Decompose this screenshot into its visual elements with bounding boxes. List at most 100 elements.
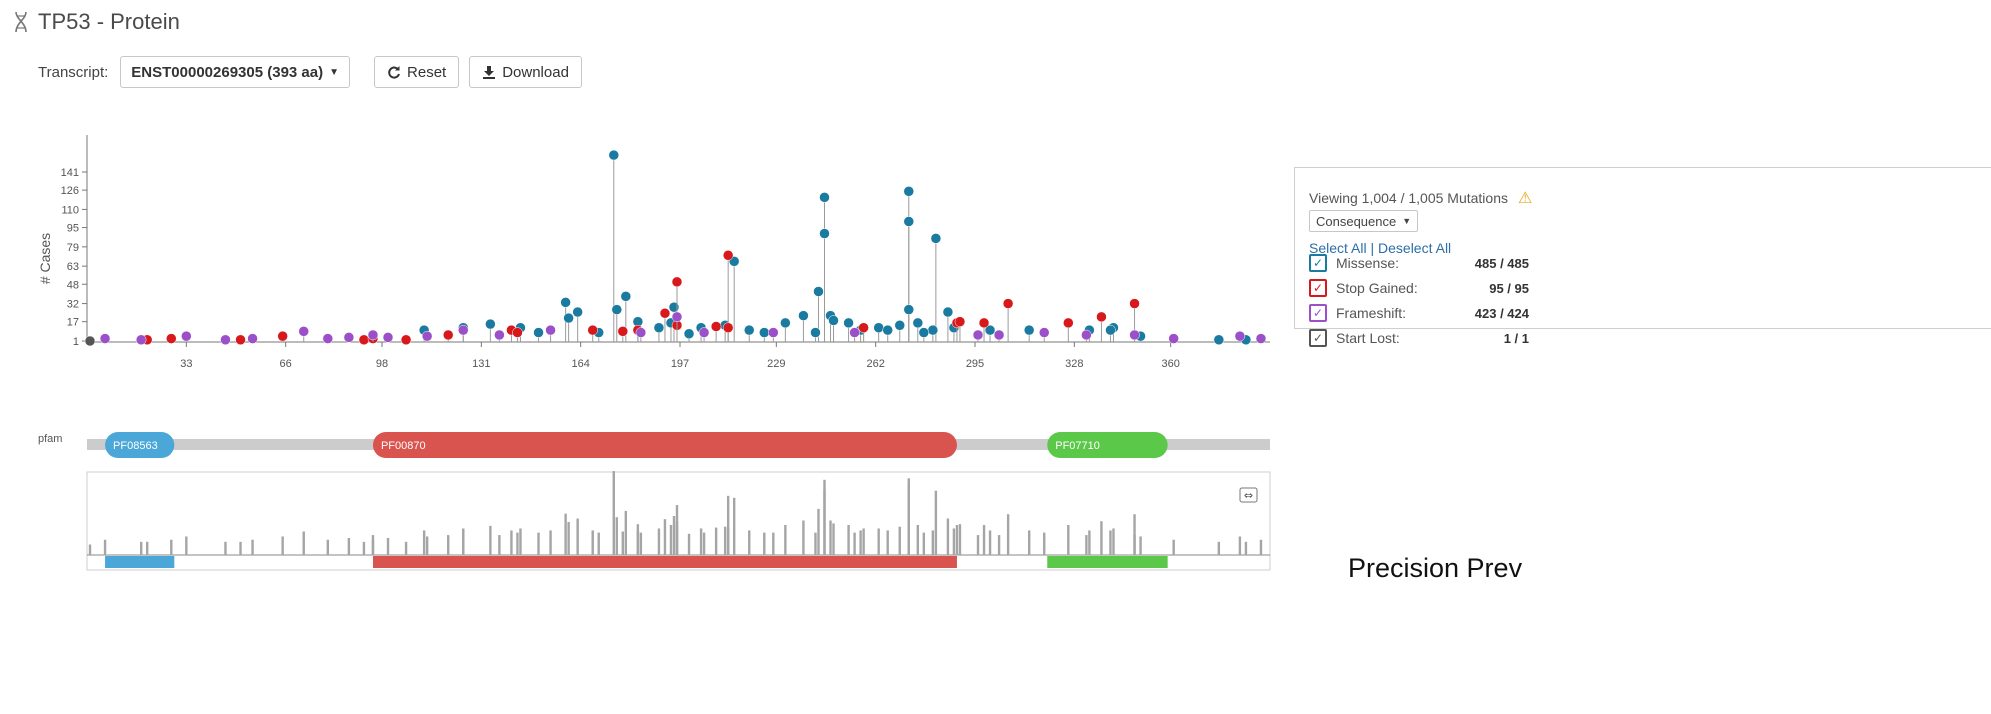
- lollipop-head: [1023, 324, 1035, 336]
- download-button[interactable]: Download: [469, 56, 582, 88]
- deselect-all-link[interactable]: Deselect All: [1378, 240, 1452, 256]
- overview-domain: [372, 556, 957, 568]
- overview-bar: [1133, 535, 1136, 555]
- lollipop-head: [358, 334, 370, 346]
- overview-bar: [714, 527, 718, 555]
- lollipop-head: [668, 301, 680, 313]
- lollipop-head: [903, 304, 915, 315]
- overview-bar: [612, 471, 615, 555]
- reset-button[interactable]: Reset: [374, 56, 460, 88]
- overview-bar: [615, 517, 618, 555]
- select-all-link[interactable]: Select All: [1309, 240, 1367, 256]
- lollipop-head: [743, 324, 755, 336]
- legend-count: 1 / 1: [1503, 330, 1529, 346]
- checkbox-missense[interactable]: ✓: [1309, 254, 1327, 272]
- overview-bar: [829, 520, 832, 555]
- x-tick-label: 295: [966, 358, 984, 370]
- lollipop-head: [894, 320, 905, 331]
- overview-bar: [997, 535, 1001, 555]
- lollipop-head: [400, 334, 412, 346]
- overview-bar: [663, 519, 667, 555]
- warning-icon[interactable]: ⚠: [1518, 190, 1533, 207]
- overview-bar: [386, 538, 390, 555]
- overview-bar: [462, 530, 465, 555]
- overview-bar: [362, 541, 366, 555]
- page-title-text: TP53 - Protein: [38, 9, 180, 34]
- page-title: TP53 - Protein: [12, 6, 180, 38]
- overview-bar: [185, 536, 188, 555]
- lollipop-head: [1002, 298, 1014, 309]
- checkbox-stop-gained[interactable]: ✓: [1309, 279, 1327, 297]
- legend-label: Frameshift:: [1336, 305, 1407, 321]
- overview-bar: [802, 520, 805, 555]
- overview-bar: [934, 490, 938, 555]
- overview-bar: [103, 539, 107, 555]
- legend-row-start-lost[interactable]: ✓ Start Lost: 1 / 1: [1309, 327, 1529, 349]
- legend-row-stop-gained[interactable]: ✓ Stop Gained: 95 / 95: [1309, 277, 1529, 299]
- download-icon: [483, 66, 496, 79]
- overview-bar: [732, 497, 736, 555]
- transcript-label: Transcript:: [38, 63, 109, 81]
- overview-bar: [489, 525, 492, 555]
- y-tick-label: 17: [67, 317, 79, 329]
- overview-bar: [1085, 535, 1088, 555]
- lollipop-head: [1213, 334, 1225, 346]
- expand-icon: [1239, 487, 1258, 503]
- lollipop-head: [608, 149, 620, 161]
- lollipop-head: [710, 321, 722, 332]
- overview-bar: [907, 517, 910, 555]
- overview-bar: [447, 535, 450, 555]
- overview-bar: [498, 535, 501, 555]
- overview-bar: [347, 538, 351, 555]
- lollipop-head: [220, 334, 231, 346]
- overview-bar: [519, 528, 522, 555]
- overview-bar: [1067, 525, 1070, 555]
- lollipop-head: [903, 216, 915, 227]
- lollipop-head: [587, 324, 598, 336]
- overview-bar: [955, 525, 959, 555]
- reset-label: Reset: [407, 63, 447, 81]
- lollipop-head: [903, 186, 915, 197]
- overview-bar: [675, 521, 679, 555]
- y-axis-label: # Cases: [37, 233, 53, 284]
- y-tick-label: 110: [61, 204, 79, 216]
- pfam-track-label: pfam: [38, 433, 62, 445]
- overview-bar: [636, 530, 640, 555]
- y-tick-label: 63: [67, 261, 79, 273]
- viewing-count: Viewing 1,004 / 1,005 Mutations: [1309, 190, 1508, 206]
- lollipop-head: [683, 328, 695, 340]
- lollipop-head: [659, 307, 671, 319]
- overview-bar: [621, 531, 625, 555]
- overview-bar: [326, 539, 330, 555]
- legend-header: Viewing 1,004 / 1,005 Mutations ⚠: [1309, 188, 1532, 208]
- x-tick-label: 328: [1065, 358, 1083, 370]
- chevron-down-icon: ▼: [1402, 216, 1412, 226]
- overview-bar: [958, 524, 962, 555]
- transcript-dropdown[interactable]: ENST00000269305 (393 aa) ▼: [120, 56, 351, 88]
- overview-bar: [1238, 536, 1242, 555]
- lollipop-head: [927, 324, 939, 336]
- lollipop-head: [442, 329, 454, 341]
- transcript-value: ENST00000269305 (393 aa): [131, 63, 324, 81]
- lollipop-head: [247, 333, 258, 344]
- dna-icon: [15, 11, 27, 33]
- lollipop-head: [722, 250, 734, 261]
- lollipop-head: [1063, 317, 1074, 329]
- lollipop-head: [819, 228, 830, 239]
- color-by-dropdown[interactable]: Consequence ▼: [1309, 210, 1419, 232]
- lollipop-head: [722, 322, 734, 333]
- overview-bar: [170, 539, 173, 555]
- lollipop-head: [813, 286, 824, 297]
- checkbox-frameshift[interactable]: ✓: [1309, 304, 1327, 322]
- legend-row-frameshift[interactable]: ✓ Frameshift: 423 / 424: [1309, 302, 1529, 324]
- legend-row-missense[interactable]: ✓ Missense: 485 / 485: [1309, 252, 1529, 274]
- expand-icon-glyph: ⇔: [1244, 489, 1253, 502]
- legend-count: 95 / 95: [1489, 280, 1529, 296]
- checkbox-start-lost[interactable]: ✓: [1309, 329, 1327, 347]
- y-tick-label: 95: [67, 223, 79, 235]
- lollipop-head: [819, 192, 830, 203]
- overview-bar: [687, 533, 691, 555]
- download-label: Download: [502, 63, 569, 81]
- lollipop-head: [942, 306, 954, 318]
- lollipop-head: [671, 276, 683, 288]
